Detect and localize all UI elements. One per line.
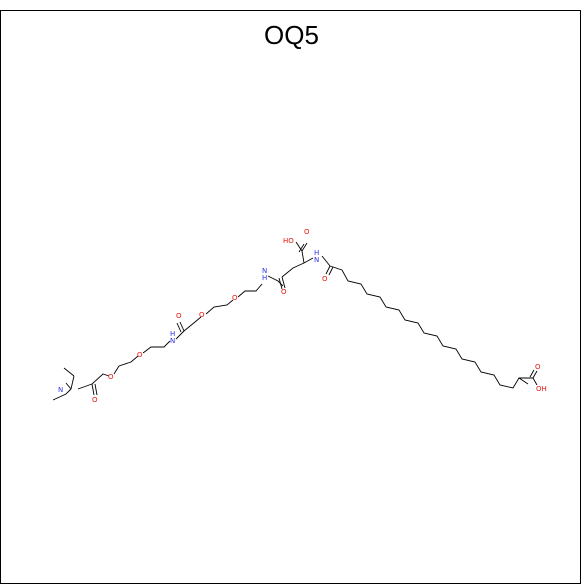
bond <box>52 388 72 401</box>
bond-skeleton <box>52 241 538 401</box>
bond <box>176 322 182 333</box>
bond <box>301 242 308 252</box>
bond <box>532 377 538 386</box>
atom-label-oh: OH <box>536 385 547 393</box>
atom-label-o: O <box>322 275 328 283</box>
bond <box>65 382 72 390</box>
bond <box>329 265 533 389</box>
bond <box>205 299 234 315</box>
atom-label-o: O <box>137 351 143 359</box>
atom-label-o: O <box>232 294 238 302</box>
bond <box>94 383 98 396</box>
atom-label-o: O <box>176 312 182 320</box>
bond <box>91 373 110 385</box>
bond <box>301 250 305 264</box>
bond <box>70 375 75 390</box>
bond <box>295 241 303 252</box>
bond <box>303 257 314 264</box>
bond <box>532 370 538 379</box>
bond <box>113 355 139 375</box>
bond <box>325 265 331 275</box>
bond <box>142 340 171 354</box>
bond <box>518 377 529 385</box>
figure-frame <box>0 10 581 584</box>
bond <box>529 369 535 378</box>
bond <box>77 383 93 390</box>
bond <box>298 243 305 253</box>
atom-label-ho: HO <box>283 237 294 245</box>
atom-label-o: O <box>199 311 205 319</box>
bond <box>175 330 185 340</box>
bond <box>328 266 334 276</box>
bond <box>183 316 202 332</box>
figure-title: OQ5 <box>264 20 319 50</box>
bond <box>237 283 263 298</box>
atom-label-n: N <box>58 386 63 394</box>
atom-label-o: O <box>304 228 310 236</box>
atom-label-o: O <box>92 396 98 404</box>
atom-label-o: O <box>281 288 287 296</box>
bond <box>91 383 95 396</box>
atom-label-o: O <box>108 373 114 381</box>
bond <box>267 275 284 287</box>
atom-label-o: O <box>535 363 541 371</box>
bond <box>281 276 286 289</box>
bond <box>63 367 75 377</box>
bond <box>321 255 331 267</box>
bond <box>278 277 283 290</box>
bond <box>281 262 305 278</box>
bond <box>179 321 185 332</box>
